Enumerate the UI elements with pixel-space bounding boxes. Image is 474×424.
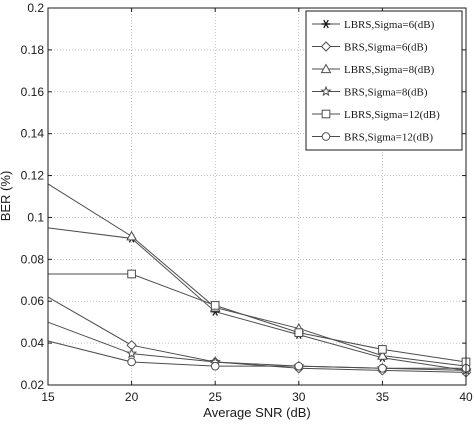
y-tick-label: 0.1	[27, 210, 44, 224]
x-tick-label: 30	[292, 390, 306, 404]
marker-triangle	[126, 230, 137, 241]
marker-circle	[378, 363, 387, 373]
legend-box	[305, 10, 463, 151]
series-diamond	[47, 296, 472, 378]
y-tick-label: 0.02	[21, 378, 45, 392]
plot-frame	[47, 7, 467, 386]
marker-square	[321, 109, 331, 119]
marker-circle	[127, 357, 136, 367]
axis-ticks: 15 20 25 30 35 40 0.02 0.04 0.06 0.08 0.1 0.12 0.14 0…	[21, 1, 473, 404]
legend-item: BRS,Sigma=8(dB)	[312, 85, 428, 99]
x-axis-label: Average SNR (dB)	[203, 405, 310, 420]
y-tick-label: 0.14	[21, 127, 45, 141]
series-line	[47, 340, 466, 369]
legend-item: BRS,Sigma=6(dB)	[312, 41, 428, 54]
marker-star	[125, 347, 138, 359]
legend-label: BRS,Sigma=8(dB)	[344, 87, 428, 99]
marker-triangle	[320, 63, 332, 74]
legend-label: LBRS,Sigma=6(dB)	[344, 19, 435, 31]
x-tick-label: 35	[376, 390, 390, 404]
marker-triangle	[377, 350, 388, 360]
y-tick-label: 0.2	[27, 1, 44, 15]
series-circle	[47, 340, 471, 373]
legend-label: BRS,Sigma=12(dB)	[344, 132, 433, 144]
marker-asterisk	[321, 19, 331, 29]
x-tick-label: 15	[41, 390, 55, 404]
y-tick-label: 0.06	[21, 294, 45, 308]
series-line	[47, 321, 467, 371]
y-tick-label: 0.12	[21, 169, 45, 183]
marker-circle	[321, 132, 331, 141]
legend-item: LBRS,Sigma=6(dB)	[312, 19, 435, 31]
x-tick-label: 25	[209, 390, 223, 404]
series-triangle	[47, 183, 472, 371]
legend: LBRS,Sigma=6(dB) BRS,Sigma=6(dB) LBRS,Sigm…	[305, 10, 463, 151]
series-line	[47, 227, 467, 371]
y-axis-label: BER (%)	[0, 171, 13, 222]
y-tick-label: 0.08	[21, 252, 45, 266]
x-tick-label: 40	[459, 390, 473, 404]
y-tick-label: 0.04	[21, 336, 45, 350]
marker-square	[378, 345, 387, 354]
series-lines	[47, 183, 472, 378]
marker-circle	[210, 361, 220, 371]
legend-item: LBRS,Sigma=8(dB)	[312, 63, 435, 76]
legend-label: BRS,Sigma=6(dB)	[344, 42, 428, 54]
y-tick-label: 0.18	[21, 43, 45, 57]
marker-star	[320, 85, 332, 97]
legend-item: LBRS,Sigma=12(dB)	[312, 109, 440, 121]
series-line	[47, 296, 467, 373]
legend-item: BRS,Sigma=12(dB)	[312, 132, 433, 144]
marker-diamond	[320, 41, 332, 52]
marker-circle	[294, 361, 304, 371]
marker-square	[127, 269, 136, 279]
series-line	[47, 183, 467, 367]
legend-label: LBRS,Sigma=8(dB)	[344, 64, 435, 76]
series-line	[48, 273, 467, 363]
marker-square	[294, 328, 304, 337]
x-tick-label: 20	[125, 390, 139, 404]
legend-label: LBRS,Sigma=12(dB)	[344, 109, 440, 121]
marker-square	[210, 301, 220, 310]
y-tick-label: 0.16	[21, 85, 45, 99]
